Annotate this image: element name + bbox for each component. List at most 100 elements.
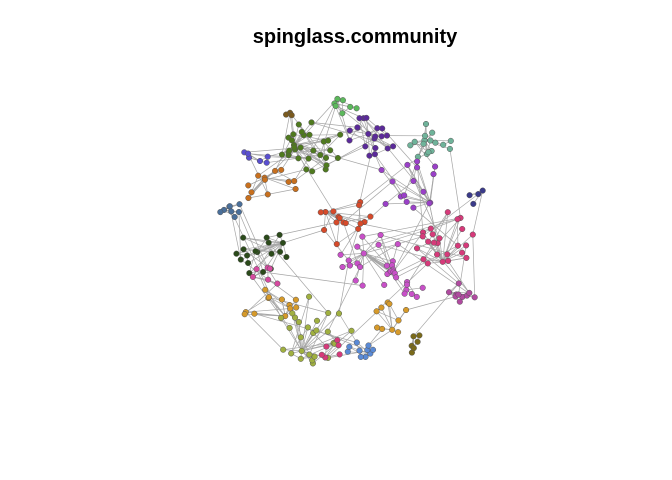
graph-node-c06 <box>245 150 252 157</box>
graph-node-c02 <box>298 128 305 135</box>
graph-node-c03 <box>283 111 290 118</box>
graph-edge <box>472 190 484 235</box>
graph-node-c11 <box>444 251 451 258</box>
graph-node-c14 <box>374 324 381 331</box>
graph-node-c13 <box>345 257 352 264</box>
graph-node-c13 <box>352 277 359 284</box>
graph-node-c10 <box>389 178 396 185</box>
graph-edge <box>472 234 476 298</box>
graph-node-c02 <box>334 154 341 162</box>
graph-node-c13 <box>354 243 361 250</box>
graph-node-c14 <box>395 329 402 336</box>
graph-node-c07 <box>272 167 279 174</box>
graph-node-c16 <box>357 353 364 360</box>
graph-node-c02 <box>337 131 344 138</box>
graph-node-c20 <box>445 289 453 296</box>
graph-node-c12 <box>357 220 364 227</box>
graph-node-c01 <box>339 110 346 117</box>
graph-edge <box>301 330 352 352</box>
graph-node-c13 <box>419 284 426 291</box>
graph-node-c12 <box>333 241 340 248</box>
graph-node-c07 <box>245 194 252 202</box>
graph-edge <box>290 327 309 354</box>
graph-node-c14 <box>389 326 396 333</box>
graph-edge <box>407 164 430 204</box>
graph-node-c16 <box>346 343 353 350</box>
graph-edge <box>320 134 341 156</box>
graph-edge <box>406 201 431 204</box>
graph-edge <box>349 253 365 266</box>
graph-node-c15 <box>324 328 331 335</box>
graph-node-c16 <box>365 342 372 349</box>
nodes-layer <box>217 95 486 367</box>
graph-node-c01 <box>334 95 341 102</box>
graph-node-c02 <box>323 162 330 169</box>
graph-node-c05 <box>421 132 429 139</box>
graph-node-c05 <box>427 137 434 144</box>
graph-node-c02 <box>308 119 315 126</box>
graph-edge <box>264 177 296 190</box>
graph-node-c08 <box>226 203 233 210</box>
graph-node-c11 <box>444 209 451 216</box>
graph-node-c11 <box>427 225 434 232</box>
graph-edge <box>264 169 307 181</box>
graph-edge <box>416 248 460 284</box>
graph-node-c05 <box>420 140 427 147</box>
graph-node-c13 <box>403 281 411 288</box>
graph-edge <box>244 313 286 317</box>
graph-edge <box>280 149 296 171</box>
graph-edge <box>267 188 296 195</box>
graph-node-c04 <box>374 125 381 132</box>
graph-edge <box>447 260 470 294</box>
graph-node-c11 <box>419 233 426 240</box>
graph-node-c10 <box>410 204 417 211</box>
graph-node-c01 <box>353 105 360 112</box>
graph-edge <box>389 303 393 330</box>
graph-node-c14 <box>292 296 299 303</box>
graph-node-c13 <box>337 251 344 258</box>
graph-node-c15 <box>288 350 295 357</box>
graph-node-c14 <box>386 300 393 307</box>
graph-node-c18 <box>466 192 473 199</box>
graph-edge <box>307 327 327 347</box>
graph-edge <box>449 148 461 218</box>
graph-node-c07 <box>292 185 299 193</box>
graph-node-c02 <box>295 155 302 162</box>
graph-node-c05 <box>429 129 436 136</box>
graph-node-c10 <box>401 192 408 199</box>
graph-edge <box>319 105 337 156</box>
graph-node-c02 <box>322 154 330 161</box>
graph-node-c04 <box>372 133 379 140</box>
graph-node-c09 <box>252 248 259 255</box>
graph-node-c11 <box>335 342 342 349</box>
graph-node-c16 <box>356 347 363 354</box>
graph-node-c15 <box>335 310 343 317</box>
graph-node-c09 <box>245 259 252 267</box>
graph-node-c07 <box>264 191 271 198</box>
graph-edge <box>263 271 363 286</box>
graph-edge <box>338 313 358 343</box>
graph-node-c06 <box>256 157 264 165</box>
graph-node-c15 <box>298 347 305 355</box>
graph-node-c19 <box>253 266 260 273</box>
graph-edge <box>248 154 289 199</box>
graph-node-c11 <box>420 256 427 263</box>
graph-edge <box>274 170 295 182</box>
graph-edge <box>363 253 385 286</box>
graph-node-c12 <box>330 208 337 215</box>
graph-edge <box>301 320 318 352</box>
graph-node-c04 <box>384 145 391 152</box>
graph-node-c20 <box>455 291 462 298</box>
graph-node-c02 <box>288 137 295 144</box>
graph-edge <box>349 133 369 141</box>
graph-node-c05 <box>447 137 454 144</box>
graph-node-c15 <box>325 309 332 317</box>
graph-edge <box>357 218 458 248</box>
graph-edge <box>404 195 431 204</box>
graph-node-c09 <box>237 256 244 263</box>
graph-node-c19 <box>265 276 272 283</box>
graph-node-c02 <box>295 121 302 128</box>
graph-node-c10 <box>414 164 421 171</box>
graph-node-c15 <box>286 324 293 331</box>
graph-edge <box>368 329 393 346</box>
